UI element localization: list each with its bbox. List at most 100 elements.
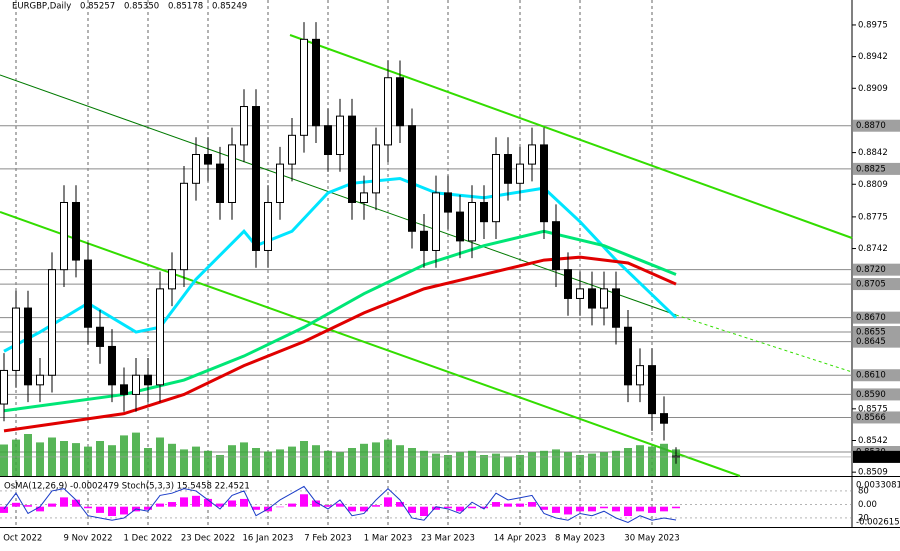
volume-bar <box>372 442 380 476</box>
osma-bar <box>372 505 380 507</box>
stoch-tick-label: 0.00 <box>858 500 877 510</box>
candle-body <box>408 125 416 232</box>
osma-bar <box>384 497 392 507</box>
candle-body <box>540 144 548 223</box>
level-label: 0.8720 <box>856 265 886 275</box>
volume-bar <box>516 455 524 476</box>
volume-bar <box>444 455 452 476</box>
trendline <box>289 34 853 239</box>
ohlc-value: 0.85350 <box>124 2 159 12</box>
candle-body <box>564 269 572 299</box>
volume-bar <box>192 446 200 476</box>
trendline <box>0 74 677 316</box>
volume-bar <box>660 443 668 476</box>
osma-bar <box>672 506 680 509</box>
candle-body <box>456 211 464 242</box>
volume-bar <box>216 455 224 476</box>
osma-bar <box>36 506 44 512</box>
candle-body <box>636 365 644 386</box>
candle-body <box>384 77 392 146</box>
candle-body <box>504 154 512 184</box>
osma-bar <box>600 506 608 509</box>
osma-bar <box>144 506 152 510</box>
volume-bar <box>312 445 320 476</box>
volume-bar <box>648 446 656 476</box>
ohlc-value: 0.85178 <box>168 2 203 12</box>
candle-body <box>180 182 188 271</box>
candle-body <box>600 288 608 309</box>
osma-bar <box>156 503 164 507</box>
y-tick-label: 0.8842 <box>858 148 888 158</box>
osma-bar <box>552 506 560 513</box>
osma-bar <box>636 506 644 512</box>
volume-bar <box>468 450 476 476</box>
osma-bar <box>576 506 584 512</box>
moving-average <box>3 229 677 413</box>
indicator-tick-label: 0.0033081 <box>856 481 900 491</box>
volume-bar <box>168 443 176 476</box>
osma-bar <box>252 506 260 510</box>
osma-bar <box>432 506 440 510</box>
moving-average <box>3 255 677 433</box>
osma-bar <box>276 506 284 508</box>
volume-bar <box>132 432 140 476</box>
candle-body <box>324 125 332 156</box>
candle-body <box>516 163 524 184</box>
candle-body <box>480 201 488 223</box>
trendlines <box>0 34 853 477</box>
osma-bar <box>660 506 668 512</box>
osma-bar <box>48 503 56 507</box>
volume-bar <box>108 445 116 476</box>
candle-body <box>48 269 56 376</box>
candle-body <box>12 307 20 371</box>
volume-bar <box>24 434 32 476</box>
osma-bar <box>540 506 548 510</box>
osma-bar <box>648 506 656 513</box>
osma-bar <box>336 503 344 507</box>
y-tick-label: 0.8775 <box>858 212 888 222</box>
candle-body <box>528 144 536 165</box>
candle-body <box>552 221 560 271</box>
osma-bar <box>108 506 116 517</box>
volume-bar <box>60 441 68 476</box>
volume-bar <box>408 448 416 476</box>
x-tick-label: 7 Feb 2023 <box>304 534 352 544</box>
trendline <box>0 211 741 477</box>
x-tick-label: 1 Dec 2022 <box>124 534 173 544</box>
volume-bar <box>456 452 464 476</box>
volume-bar <box>264 451 272 476</box>
level-label-bg <box>853 263 900 276</box>
level-label: 0.8705 <box>856 280 886 290</box>
volume-bar <box>240 442 248 476</box>
level-label-bg <box>853 388 900 401</box>
candle-body <box>420 230 428 251</box>
y-tick-label: 0.8742 <box>858 244 888 254</box>
level-label: 0.8610 <box>856 371 886 381</box>
ohlc-value: 0.85249 <box>212 2 247 12</box>
volume-bar <box>492 453 500 476</box>
candle-body <box>228 144 236 203</box>
volume-bar <box>72 443 80 476</box>
candle-body <box>204 154 212 165</box>
candle-body <box>444 192 452 213</box>
volume-bar <box>612 450 620 476</box>
volume-bar <box>288 446 296 476</box>
candle-body <box>300 38 308 136</box>
candle-body <box>252 106 260 251</box>
osma-bar <box>492 502 500 507</box>
volume-bar <box>636 445 644 476</box>
level-label-bg <box>853 326 900 339</box>
stoch-line <box>3 485 677 524</box>
candle-body <box>312 38 320 127</box>
volume-bar <box>384 439 392 476</box>
osma-bar <box>444 506 452 509</box>
volume-bar <box>12 439 20 476</box>
y-tick-label: 0.8809 <box>858 180 888 190</box>
level-label-bg <box>853 311 900 324</box>
indicator-tick-label: -0.002615 <box>856 518 900 528</box>
osma-bar <box>612 506 620 512</box>
candle-body <box>612 288 620 328</box>
candle-body <box>372 144 380 194</box>
candle-body <box>660 413 668 424</box>
